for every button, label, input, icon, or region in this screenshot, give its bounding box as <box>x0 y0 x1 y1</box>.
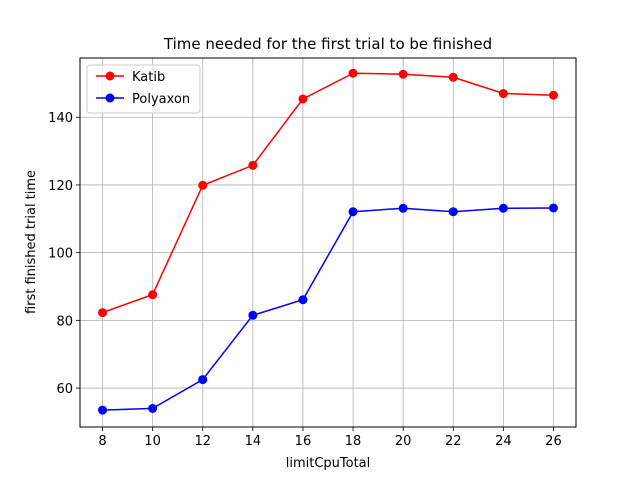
series-line-polyaxon <box>102 207 554 411</box>
x-tick-label: 18 <box>345 434 362 449</box>
y-tick-label: 120 <box>48 179 73 194</box>
data-point-polyaxon <box>148 403 158 413</box>
x-axis-ticks: 8 10 12 14 16 18 20 22 24 26 <box>98 427 562 449</box>
data-point-katib <box>298 94 308 104</box>
x-tick-label: 12 <box>194 434 211 449</box>
x-tick-label: 8 <box>98 434 106 449</box>
legend-marker-polyaxon <box>105 93 115 103</box>
data-point-polyaxon <box>448 207 458 217</box>
data-point-polyaxon <box>548 203 558 213</box>
data-point-polyaxon <box>348 207 358 217</box>
legend: Katib Polyaxon <box>86 64 201 114</box>
y-axis-label: first finished trial time <box>24 170 39 314</box>
x-tick-label: 20 <box>395 434 412 449</box>
series-line-katib <box>102 72 554 314</box>
legend-label-katib: Katib <box>132 70 165 85</box>
data-point-polyaxon <box>198 375 208 385</box>
y-tick-label: 80 <box>56 314 73 329</box>
legend-label-polyaxon: Polyaxon <box>132 92 190 107</box>
data-point-polyaxon <box>98 405 108 415</box>
grid-lines <box>80 58 576 427</box>
data-point-polyaxon <box>398 203 408 213</box>
series-layer <box>98 68 558 415</box>
data-point-katib <box>198 180 208 190</box>
data-point-katib <box>498 89 508 99</box>
data-point-katib <box>398 69 408 79</box>
x-tick-label: 24 <box>495 434 512 449</box>
data-point-katib <box>248 160 258 170</box>
plot-frame <box>79 57 577 428</box>
y-axis-ticks: 60 80 100 120 140 <box>48 111 80 397</box>
data-point-katib <box>98 308 108 318</box>
x-tick-label: 14 <box>245 434 262 449</box>
data-point-katib <box>548 90 558 100</box>
y-tick-label: 140 <box>48 111 73 126</box>
data-point-katib <box>348 68 358 78</box>
data-point-katib <box>448 72 458 82</box>
legend-marker-katib <box>105 71 115 81</box>
legend-box <box>86 64 201 114</box>
x-tick-label: 22 <box>445 434 462 449</box>
x-tick-label: 26 <box>545 434 562 449</box>
y-tick-label: 100 <box>48 247 73 262</box>
x-tick-label: 10 <box>144 434 161 449</box>
data-point-polyaxon <box>298 295 308 305</box>
y-tick-label: 60 <box>56 382 73 397</box>
x-axis-label: limitCpuTotal <box>286 456 371 471</box>
x-tick-label: 16 <box>295 434 312 449</box>
chart-title: Time needed for the first trial to be fi… <box>163 35 492 53</box>
data-point-polyaxon <box>498 203 508 213</box>
data-point-polyaxon <box>248 310 258 320</box>
data-point-katib <box>148 290 158 300</box>
